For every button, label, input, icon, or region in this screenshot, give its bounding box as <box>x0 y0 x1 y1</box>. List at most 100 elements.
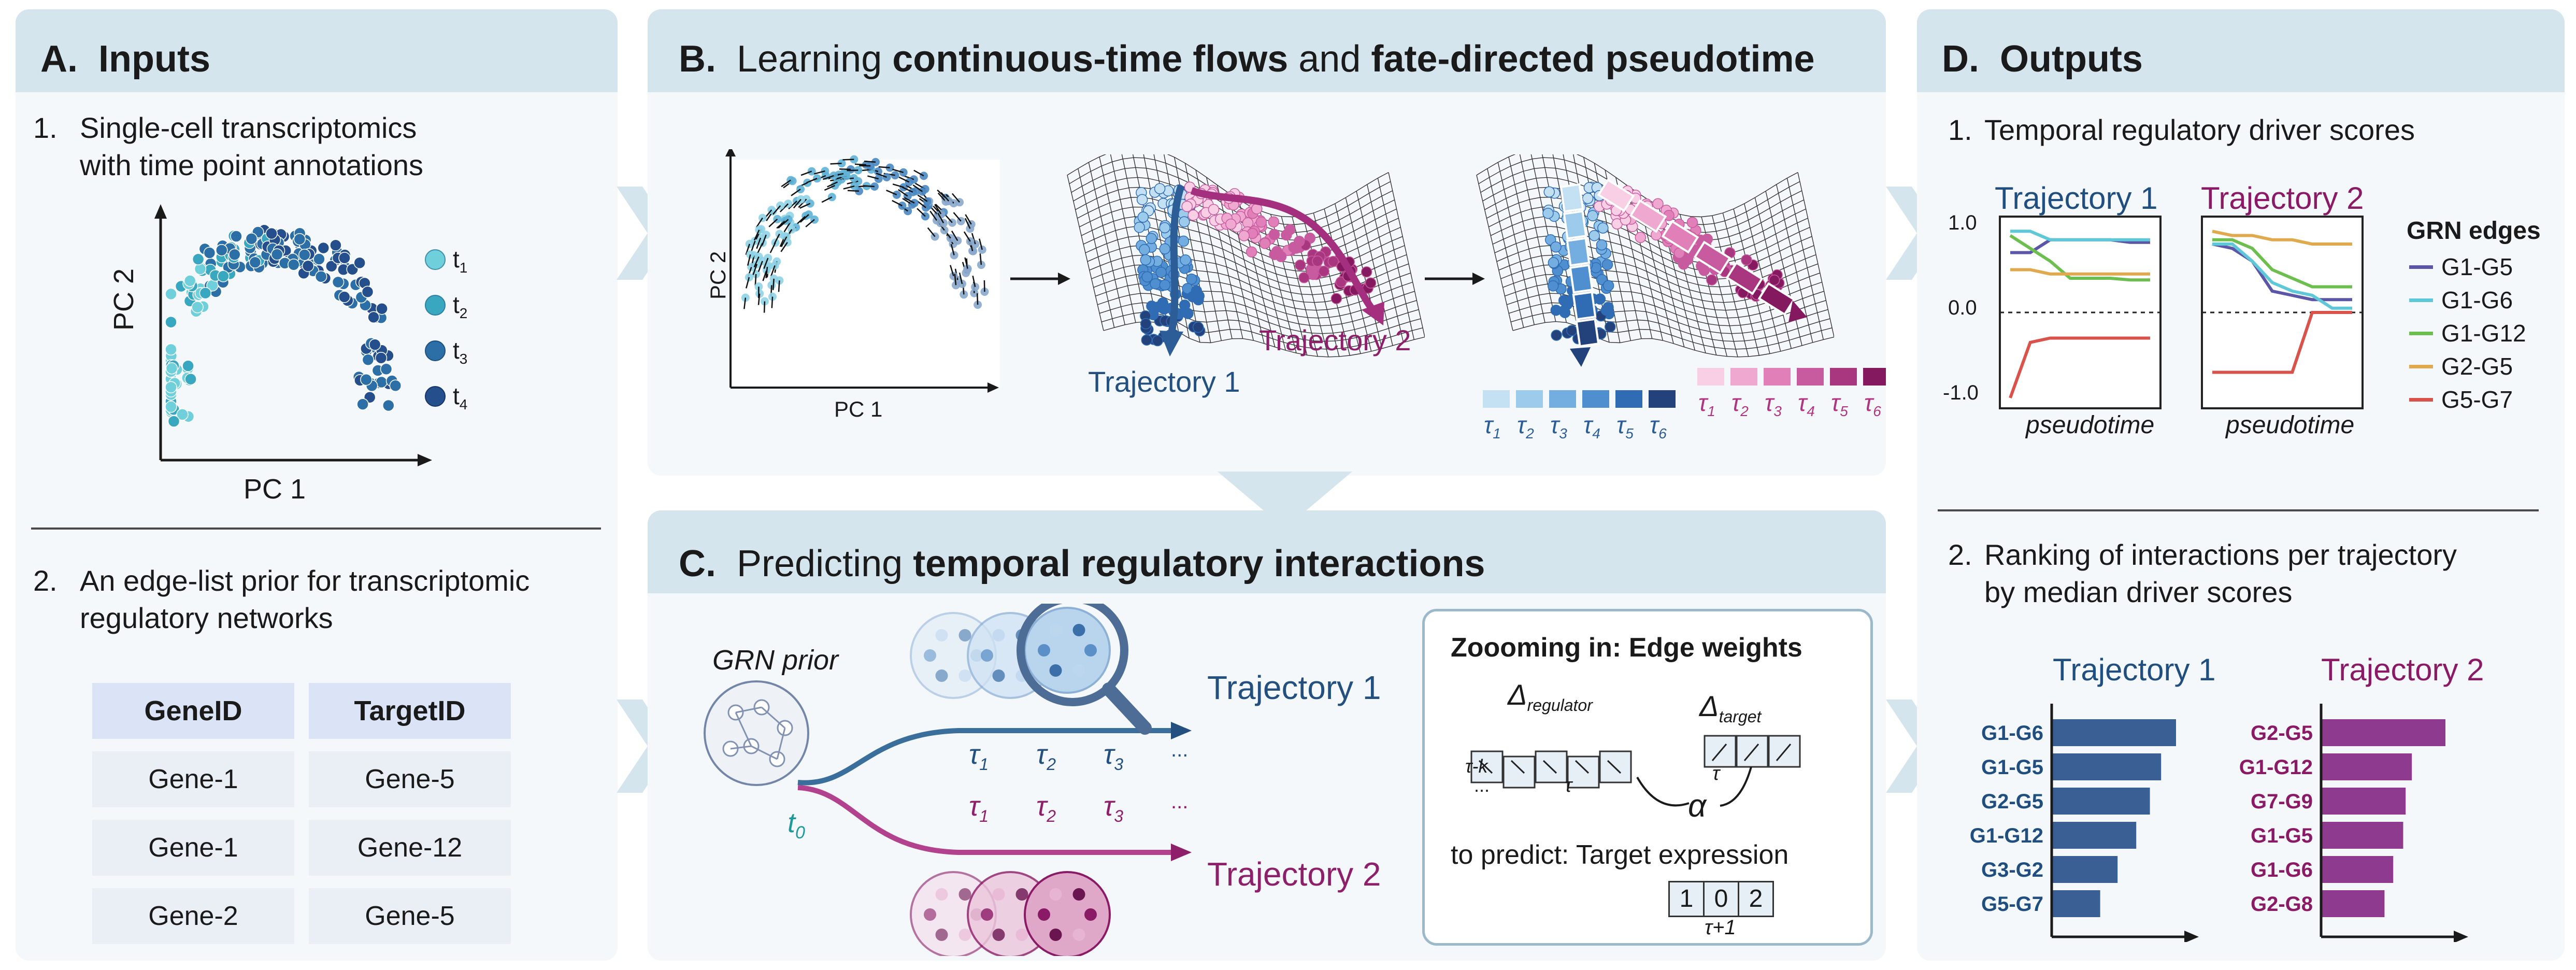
cell-blue <box>1152 335 1163 347</box>
grn-edge <box>751 745 778 760</box>
magnifier-handle <box>1102 682 1152 735</box>
network-node <box>992 669 1005 682</box>
velocity-arrow <box>864 160 876 163</box>
energy-landscape-trajectories <box>1067 154 1425 358</box>
panel-title: A. Inputs <box>40 38 210 80</box>
velocity-arrow <box>797 215 807 224</box>
ranking-label: G1-G5 <box>1981 756 2043 779</box>
velocity-arrow <box>904 197 915 204</box>
pseudotime-landscape <box>1476 154 1834 367</box>
scatter-point <box>217 270 230 282</box>
tau-label: τ2 <box>1036 791 1056 825</box>
ranking-title-trajectory-2: Trajectory 2 <box>2321 652 2484 687</box>
ranking-label: G1-G6 <box>1981 722 2043 745</box>
velocity-arrow <box>774 233 780 245</box>
cell-pink <box>1312 255 1323 267</box>
trajectory-2-arrowhead <box>1171 844 1192 861</box>
ranking-bar <box>2052 856 2118 883</box>
legend-dot <box>425 386 446 407</box>
cell-blue <box>1155 266 1167 278</box>
dots-label: ... <box>1474 775 1490 796</box>
velocity-arrow <box>799 203 811 209</box>
cell-pink <box>1294 236 1305 247</box>
velocity-arrow <box>779 203 789 212</box>
velocity-arrow <box>821 196 833 203</box>
weight-cells <box>1470 735 1801 789</box>
scatter-point <box>338 291 351 303</box>
field-point <box>905 178 913 187</box>
weight-cell <box>1502 755 1536 789</box>
cell-pink <box>1741 254 1752 266</box>
cell-blue <box>1136 194 1148 205</box>
item-text: by median driver scores <box>1984 576 2293 608</box>
velocity-arrow <box>752 264 758 275</box>
tau-label: τ2 <box>1517 411 1534 442</box>
pseudotime-segment-blue <box>1566 237 1591 267</box>
legend-label: t <box>453 337 460 364</box>
scatter-point <box>330 239 342 251</box>
field-point <box>775 276 784 285</box>
cell-blue <box>1561 298 1573 310</box>
driver-score-lines <box>1999 216 2364 409</box>
velocity-arrow <box>854 163 867 166</box>
driver-score-line <box>2010 268 2150 276</box>
scatter-point <box>317 241 330 254</box>
weight-cell <box>1535 750 1568 783</box>
edge-weight-schematic <box>1470 735 1801 807</box>
velocity-arrow <box>753 230 760 241</box>
legend-dot <box>425 249 446 270</box>
y-axis-label: PC 2 <box>108 268 139 331</box>
field-point <box>850 174 858 182</box>
velocity-arrow <box>757 261 763 272</box>
field-point <box>892 190 901 199</box>
scatter-point <box>199 287 212 299</box>
velocity-arrow <box>793 198 802 209</box>
scatter-point <box>265 227 278 240</box>
network-node <box>1015 929 1028 941</box>
scatter-point <box>191 301 204 313</box>
network-node <box>992 929 1005 941</box>
ranking-bar <box>2052 753 2162 780</box>
velocity-arrow <box>958 273 963 284</box>
panel-header <box>648 9 1886 92</box>
driver-score-line <box>2212 243 2352 302</box>
field-point <box>854 166 863 175</box>
legend-item: G5-G7 <box>2409 386 2554 417</box>
field-point <box>768 292 777 301</box>
tau-swatch <box>1697 368 1724 386</box>
tau-subscript: 1 <box>979 754 989 774</box>
driver-score-line <box>2009 336 2150 399</box>
velocity-arrow <box>937 212 944 224</box>
cell-blue <box>1602 280 1614 291</box>
trajectory-1-path <box>797 728 1176 786</box>
cell-blue <box>1191 285 1203 297</box>
tau-label: τ6 <box>1864 389 1881 420</box>
cell-blue <box>1185 273 1197 285</box>
scatter-point <box>192 253 205 265</box>
mesh-line <box>1260 210 1297 353</box>
mesh-line <box>1356 191 1393 346</box>
weight-arrow <box>1607 760 1622 774</box>
ranking-bars: G1-G6 G1-G5 G2-G5 G1-G12 G3-G2 G5-G7 G2-G5 G1-G… <box>1970 704 2468 942</box>
cell-blue <box>1547 280 1559 292</box>
legend-title: GRN edges <box>2407 217 2541 245</box>
table-cell: Gene-12 <box>309 820 511 876</box>
cell-blue <box>1597 222 1609 234</box>
velocity-arrow <box>762 269 767 281</box>
cell-pink <box>1181 201 1193 212</box>
cell-blue <box>1542 207 1554 219</box>
tau-swatch <box>1582 390 1609 408</box>
process-arrow <box>1425 273 1485 285</box>
item-text: Ranking of interactions per trajectory <box>1984 538 2457 571</box>
mesh-line <box>1099 156 1136 323</box>
velocity-arrow <box>799 214 809 223</box>
grn-edge <box>761 706 785 729</box>
tau-swatch <box>1516 390 1543 408</box>
field-point <box>850 155 858 164</box>
cell-blue <box>1594 293 1606 305</box>
network-node <box>1072 664 1085 677</box>
mesh-line <box>1476 175 1513 331</box>
cell-blue <box>1159 279 1171 291</box>
tau-subscript: 3 <box>1559 425 1567 442</box>
velocity-arrow <box>964 257 968 269</box>
